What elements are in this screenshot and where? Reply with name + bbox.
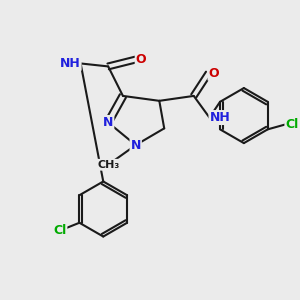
- Text: NH: NH: [209, 111, 230, 124]
- Text: O: O: [208, 67, 219, 80]
- Text: N: N: [130, 139, 141, 152]
- Text: N: N: [103, 116, 113, 129]
- Text: Cl: Cl: [53, 224, 66, 237]
- Text: NH: NH: [60, 57, 81, 70]
- Text: O: O: [136, 53, 146, 66]
- Text: Cl: Cl: [285, 118, 299, 131]
- Text: CH₃: CH₃: [97, 160, 119, 170]
